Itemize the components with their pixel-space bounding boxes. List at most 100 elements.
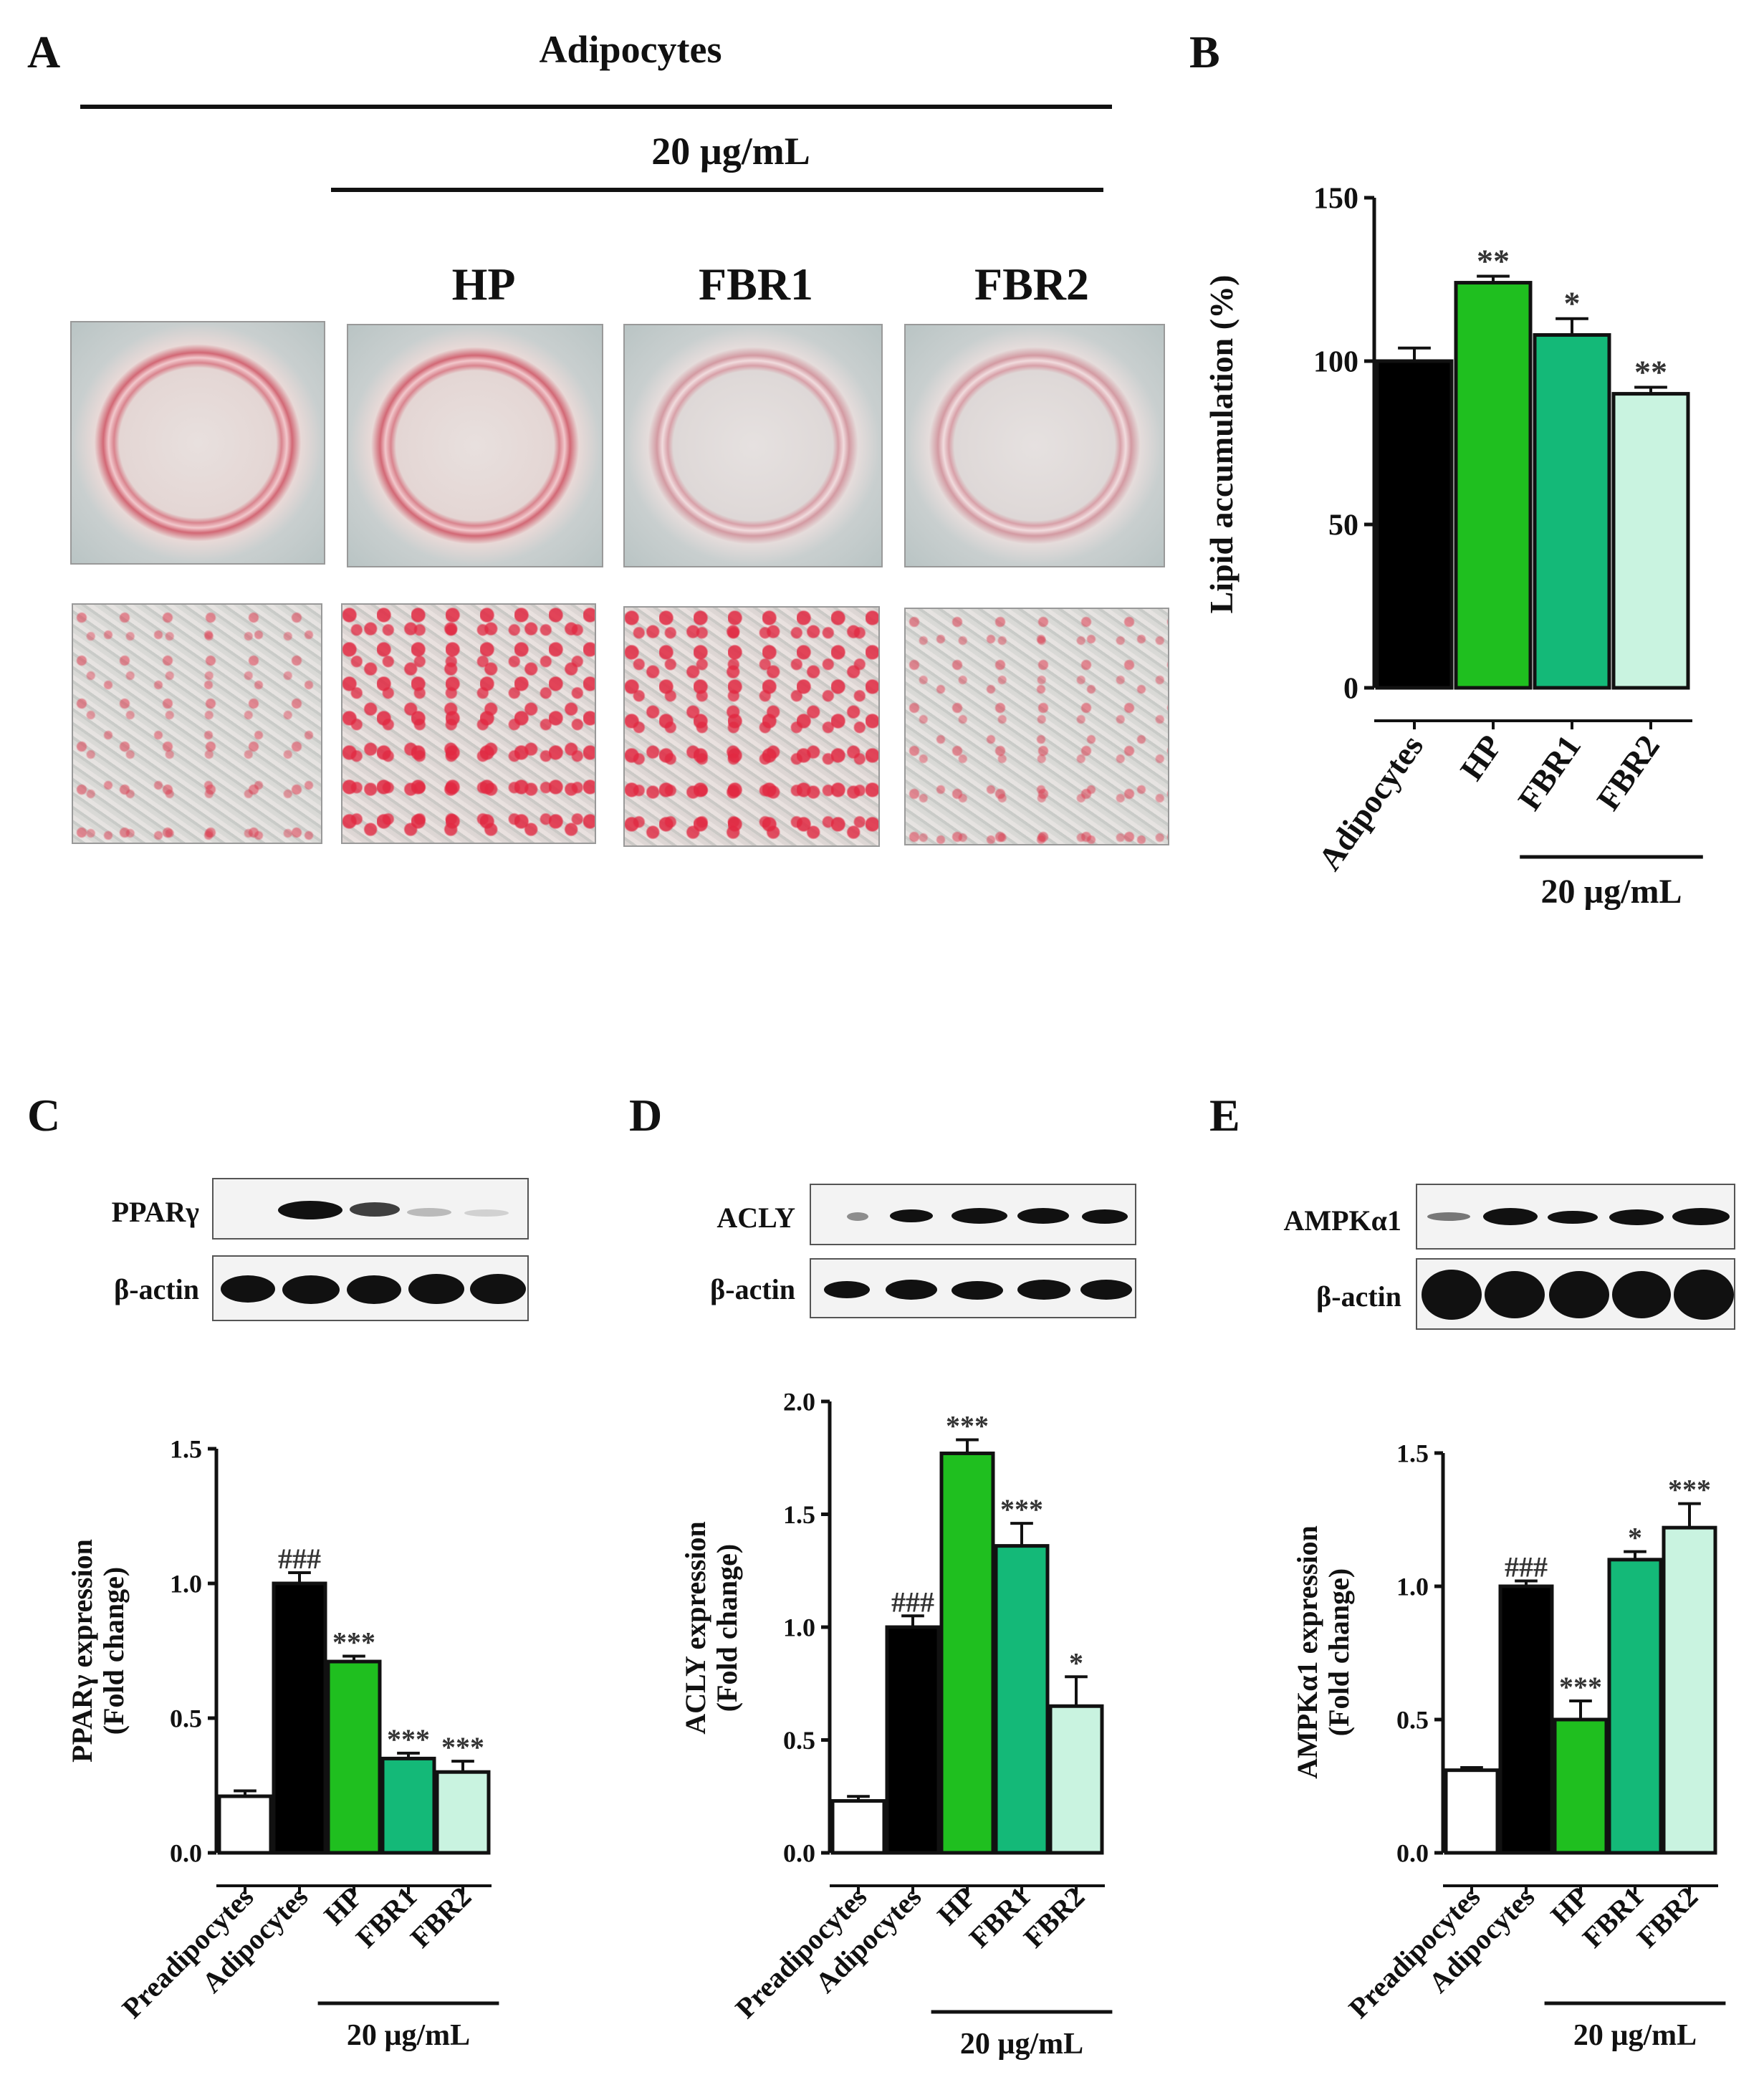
significance-label-e: ### <box>1505 1551 1548 1583</box>
panel-letter-d: D <box>629 1090 663 1141</box>
group-label-e: 20 µg/mL <box>1573 2019 1697 2052</box>
dish-photo-hp <box>347 324 603 567</box>
y-axis-label-d: ACLY expression <box>679 1521 711 1734</box>
panel-letter-c: C <box>27 1090 61 1141</box>
blot-label-ppar: PPARγ <box>111 1196 199 1228</box>
significance-label-d: ### <box>891 1586 934 1618</box>
group-label-b: 20 µg/mL <box>1541 873 1682 911</box>
panel-letter-e: E <box>1209 1090 1240 1141</box>
dose-rule <box>331 188 1103 192</box>
x-tick-label-b: FBR2 <box>1589 728 1667 816</box>
x-tick-label-c: FBR1 <box>350 1881 423 1955</box>
dish-photo-fbr2 <box>904 324 1165 567</box>
y-tick-label-d: 1.5 <box>783 1500 815 1529</box>
bar-e-preadipocytes <box>1444 1768 1500 1855</box>
y-tick-label-d: 0.5 <box>783 1726 815 1755</box>
y-tick-label-d: 0.0 <box>783 1839 815 1868</box>
group-label-c: 20 µg/mL <box>347 2019 470 2052</box>
bar-e-hp <box>1553 1717 1609 1855</box>
bar-c-preadipocytes <box>217 1794 273 1855</box>
significance-label-e: * <box>1628 1522 1642 1554</box>
x-tick-label-e: FBR1 <box>1576 1881 1650 1955</box>
bar-d-fbr2 <box>1048 1704 1104 1855</box>
y-tick-label-c: 1.5 <box>170 1435 202 1464</box>
bar-b-fbr1 <box>1533 333 1611 690</box>
dish-photo-adipocytes <box>70 321 325 565</box>
y-tick-label-d: 1.0 <box>783 1614 815 1642</box>
bar-e-fbr1 <box>1607 1558 1663 1855</box>
group-label-fbr1: FBR1 <box>699 259 813 310</box>
micro-photo-fbr1 <box>623 606 880 847</box>
significance-label-b: * <box>1564 285 1581 322</box>
y-axis-label-e: AMPKα1 expression <box>1291 1525 1323 1779</box>
blot-actin-d <box>810 1258 1136 1318</box>
y-tick-label-e: 1.5 <box>1396 1439 1429 1468</box>
dish-photo-fbr1 <box>623 324 883 567</box>
blot-label-actin-c: β-actin <box>114 1273 199 1305</box>
blot-label-actin-e: β-actin <box>1316 1280 1401 1313</box>
y-tick-label-c: 0.0 <box>170 1839 202 1868</box>
significance-label-c: *** <box>387 1723 430 1755</box>
group-label-d: 20 µg/mL <box>960 2028 1083 2061</box>
significance-label-c: ### <box>278 1543 321 1575</box>
y-axis-label-e: (Fold change) <box>1323 1568 1355 1736</box>
group-label-hp: HP <box>451 259 516 310</box>
blot-ampk <box>1416 1184 1735 1250</box>
y-tick-label-b: 100 <box>1313 346 1358 379</box>
bar-b-fbr2 <box>1611 392 1690 690</box>
y-axis-label-b: Lipid accumulation (%) <box>1203 275 1240 614</box>
blot-acly <box>810 1184 1136 1245</box>
significance-label-b: ** <box>1634 353 1667 390</box>
y-tick-label-c: 1.0 <box>170 1570 202 1598</box>
significance-label-d: * <box>1069 1646 1083 1679</box>
micro-photo-hp <box>341 603 596 844</box>
significance-label-c: *** <box>441 1731 484 1763</box>
x-tick-label-e: FBR2 <box>1631 1881 1705 1955</box>
x-tick-label-b: FBR1 <box>1510 728 1588 816</box>
group-label-fbr2: FBR2 <box>974 259 1089 310</box>
bar-c-adipocytes <box>272 1581 327 1855</box>
blot-label-ampk: AMPKα1 <box>1283 1204 1401 1237</box>
x-tick-label-d: FBR2 <box>1017 1881 1091 1955</box>
panel-letter-b: B <box>1189 27 1220 77</box>
micro-photo-adipocytes <box>72 603 322 844</box>
bar-e-adipocytes <box>1498 1584 1554 1855</box>
x-tick-label-d: FBR1 <box>963 1881 1037 1955</box>
y-tick-label-c: 0.5 <box>170 1705 202 1733</box>
y-tick-label-b: 50 <box>1328 509 1358 542</box>
significance-label-d: *** <box>946 1410 989 1442</box>
bar-b-hp <box>1454 281 1533 690</box>
y-tick-label-e: 0.0 <box>1396 1839 1429 1868</box>
blot-label-actin-d: β-actin <box>710 1273 795 1305</box>
blot-actin-e <box>1416 1258 1735 1330</box>
bar-b-adipocytes <box>1375 359 1454 690</box>
y-tick-label-d: 2.0 <box>783 1388 815 1416</box>
dose-header: 20 µg/mL <box>651 130 810 173</box>
panel-letter-a: A <box>27 27 61 77</box>
x-tick-label-b: HP <box>1453 728 1509 787</box>
y-axis-label-c: PPARγ expression <box>66 1539 98 1763</box>
bar-d-fbr1 <box>994 1544 1050 1855</box>
micro-photo-fbr2 <box>904 608 1169 845</box>
bar-c-hp <box>326 1659 382 1855</box>
bar-e-fbr2 <box>1662 1525 1717 1855</box>
blot-label-acly: ACLY <box>716 1202 795 1234</box>
significance-label-d: *** <box>1000 1493 1043 1525</box>
bar-c-fbr2 <box>435 1770 491 1855</box>
y-tick-label-b: 150 <box>1313 183 1358 216</box>
bar-c-fbr1 <box>380 1756 436 1855</box>
y-tick-label-e: 1.0 <box>1396 1573 1429 1601</box>
adipocytes-header: Adipocytes <box>539 28 722 71</box>
significance-label-e: *** <box>1559 1671 1602 1703</box>
adipocytes-rule <box>80 105 1112 109</box>
x-tick-label-c: FBR2 <box>404 1881 478 1955</box>
significance-label-c: *** <box>332 1626 375 1659</box>
x-tick-label-b: Adipocytes <box>1311 728 1430 876</box>
bar-d-preadipocytes <box>830 1799 886 1855</box>
bar-d-adipocytes <box>885 1625 941 1855</box>
bar-d-hp <box>939 1451 995 1855</box>
blot-ppar <box>212 1178 529 1240</box>
blot-actin-c <box>212 1255 529 1321</box>
y-axis-label-c: (Fold change) <box>97 1567 130 1735</box>
